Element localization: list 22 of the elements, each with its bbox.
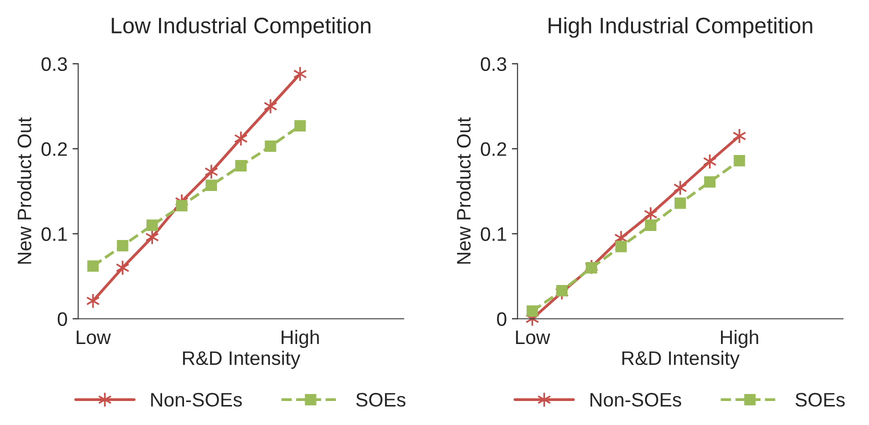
x-tick-label: High: [282, 330, 319, 348]
y-tick-label: 0: [58, 312, 68, 326]
legend-label: Non-SOEs: [151, 392, 242, 407]
legend-label: SOEs: [356, 392, 406, 407]
y-axis-title: New Product Out: [17, 117, 32, 264]
x-axis-title: R&D Intensity: [622, 350, 740, 369]
x-tick-label: Low: [76, 330, 111, 344]
y-tick-label: 0: [497, 312, 506, 326]
legend-label: Non-SOEs: [590, 392, 682, 407]
y-axis-title: New Product Out: [456, 117, 471, 264]
y-tick-label: 0.3: [480, 57, 506, 71]
x-axis-title: R&D Intensity: [183, 350, 300, 369]
y-tick-label: 0.1: [480, 227, 506, 241]
chart-title: High Industrial Competition: [548, 17, 812, 38]
y-tick-label: 0.2: [480, 142, 506, 156]
y-tick-label: 0.2: [42, 142, 67, 156]
chart-title: Low Industrial Competition: [112, 17, 370, 38]
x-tick-label: Low: [516, 330, 550, 344]
x-tick-label: High: [720, 330, 758, 348]
legend-label: SOEs: [796, 392, 845, 407]
y-tick-label: 0.3: [42, 57, 67, 71]
y-tick-label: 0.1: [42, 227, 67, 241]
